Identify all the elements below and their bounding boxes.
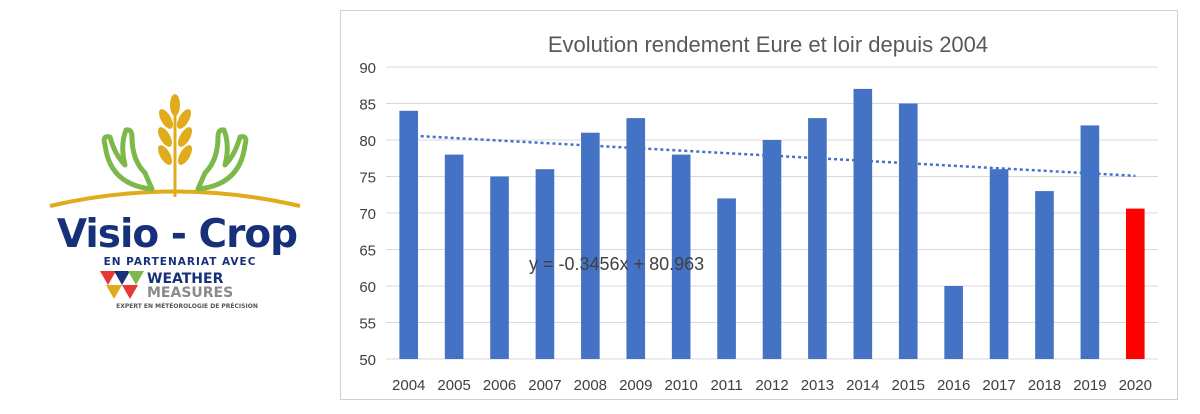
x-tick-label: 2009 (619, 377, 652, 394)
x-tick-label: 2020 (1119, 377, 1152, 394)
bar-2009 (626, 118, 646, 359)
weather-measures-mark-icon (100, 271, 144, 299)
x-tick-label: 2005 (437, 377, 470, 394)
x-tick-label: 2010 (664, 377, 697, 394)
x-tick-label: 2019 (1073, 377, 1106, 394)
bar-2018 (1035, 191, 1054, 359)
partner-tagline: EXPERT EN MÉTÉOROLOGIE DE PRÉCISION (116, 303, 258, 310)
x-tick-label: 2016 (937, 377, 970, 394)
wheat-hands-emblem-icon (49, 94, 301, 208)
x-tick-label: 2017 (982, 377, 1015, 394)
bar-2005 (444, 154, 464, 359)
x-tick-label: 2008 (574, 377, 607, 394)
y-tick-label: 55 (359, 316, 376, 333)
bar-chart: Evolution rendement Eure et loir depuis … (359, 32, 1158, 394)
y-tick-label: 80 (359, 133, 376, 150)
chart-title: Evolution rendement Eure et loir depuis … (548, 32, 988, 57)
x-tick-label: 2018 (1028, 377, 1061, 394)
visio-crop-logo: Visio - Crop EN PARTENARIAT AVEC WEATHER… (40, 85, 310, 320)
y-tick-label: 70 (359, 206, 376, 223)
x-tick-label: 2007 (528, 377, 561, 394)
y-tick-label: 85 (359, 97, 376, 114)
x-tick-label: 2014 (846, 377, 879, 394)
x-tick-label: 2006 (483, 377, 516, 394)
bar-2017 (989, 169, 1009, 359)
bar-2020 (1125, 208, 1145, 359)
partner-text: EN PARTENARIAT AVEC (103, 256, 257, 268)
y-tick-label: 90 (359, 60, 376, 77)
x-tick-label: 2013 (801, 377, 834, 394)
bar-2004 (399, 110, 419, 359)
bar-2008 (581, 132, 600, 359)
bar-2016 (944, 286, 963, 359)
y-tick-label: 65 (359, 243, 376, 260)
partner-name-line1: WEATHER (147, 271, 224, 287)
bar-2012 (762, 140, 782, 359)
y-tick-label: 75 (359, 170, 376, 187)
chart-frame: Evolution rendement Eure et loir depuis … (340, 10, 1178, 400)
bar-2010 (671, 154, 691, 359)
y-tick-label: 60 (359, 279, 376, 296)
y-tick-label: 50 (359, 352, 376, 369)
brand-name: Visio - Crop (56, 212, 298, 257)
bar-2013 (808, 118, 827, 359)
bar-2006 (490, 176, 509, 359)
left-hand-icon (101, 127, 155, 192)
x-tick-label: 2004 (392, 377, 425, 394)
bar-2014 (853, 88, 873, 360)
bar-2007 (535, 169, 555, 359)
trendline (408, 134, 1136, 178)
bar-2015 (898, 103, 918, 359)
x-tick-label: 2011 (710, 377, 742, 394)
right-hand-icon (195, 127, 249, 192)
bar-2011 (717, 198, 736, 359)
partner-name-line2: MEASURES (147, 285, 234, 301)
trendline-equation: y = -0.3456x + 80.963 (529, 254, 704, 274)
bar-2019 (1080, 125, 1100, 360)
x-tick-label: 2015 (892, 377, 925, 394)
x-tick-label: 2012 (755, 377, 788, 394)
wheat-ear-icon (158, 94, 192, 165)
